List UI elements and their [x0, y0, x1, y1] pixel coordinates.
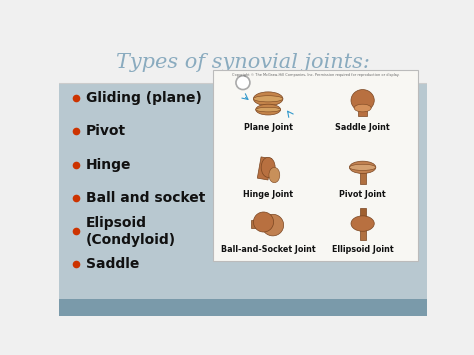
Text: Pivot: Pivot: [86, 124, 126, 138]
Text: Ellipsoid Joint: Ellipsoid Joint: [332, 245, 393, 254]
Text: Elipsoid
(Condyloid): Elipsoid (Condyloid): [86, 216, 176, 247]
Text: Gliding (plane): Gliding (plane): [86, 91, 201, 105]
Bar: [359, 208, 366, 222]
Ellipse shape: [351, 216, 374, 231]
Ellipse shape: [269, 167, 280, 183]
Ellipse shape: [256, 107, 281, 112]
Ellipse shape: [261, 157, 275, 178]
Ellipse shape: [254, 92, 283, 106]
FancyBboxPatch shape: [59, 83, 427, 299]
Circle shape: [236, 76, 250, 89]
Ellipse shape: [254, 96, 283, 102]
Ellipse shape: [354, 104, 371, 112]
Text: Hinge Joint: Hinge Joint: [243, 190, 293, 200]
FancyBboxPatch shape: [59, 43, 427, 83]
Ellipse shape: [262, 214, 283, 236]
Bar: [358, 100, 367, 116]
FancyBboxPatch shape: [213, 70, 418, 261]
Text: Ball and socket: Ball and socket: [86, 191, 205, 205]
Text: Copyright © The McGraw-Hill Companies, Inc. Permission required for reproduction: Copyright © The McGraw-Hill Companies, I…: [232, 73, 399, 77]
Bar: [257, 157, 272, 180]
Bar: [359, 167, 366, 184]
Text: Ball-and-Socket Joint: Ball-and-Socket Joint: [221, 245, 316, 254]
Text: Types of synovial joints:: Types of synovial joints:: [116, 53, 370, 72]
Ellipse shape: [349, 164, 376, 170]
FancyBboxPatch shape: [59, 299, 427, 316]
Ellipse shape: [256, 104, 281, 115]
Ellipse shape: [349, 161, 376, 174]
Ellipse shape: [351, 89, 374, 111]
Bar: [359, 224, 366, 240]
Text: Pivot Joint: Pivot Joint: [339, 190, 386, 200]
Text: Saddle: Saddle: [86, 257, 139, 272]
Text: Hinge: Hinge: [86, 158, 131, 171]
Text: Plane Joint: Plane Joint: [244, 124, 292, 132]
Bar: [251, 220, 264, 228]
Text: Saddle Joint: Saddle Joint: [335, 124, 390, 132]
Circle shape: [254, 212, 273, 232]
